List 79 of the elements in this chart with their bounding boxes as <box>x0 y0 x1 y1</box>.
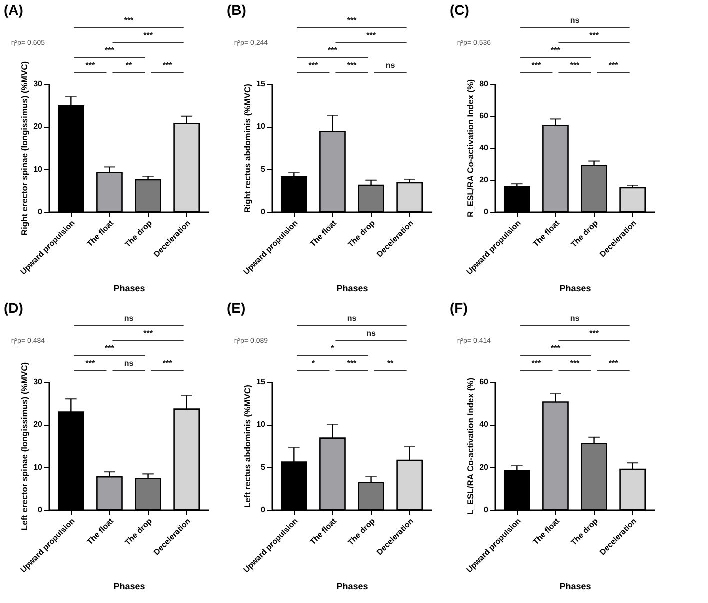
y-axis-title: Right erector spinae (longissimus) (%MVC) <box>20 61 30 236</box>
text: *** <box>551 344 562 353</box>
y-tick-label: 10 <box>34 164 44 174</box>
y-tick-label: 20 <box>480 176 490 184</box>
text: *** <box>347 359 358 368</box>
text: *** <box>144 31 154 40</box>
y-axis-title: Left rectus abdominis (%MVC) <box>242 384 253 508</box>
text: *** <box>551 46 562 55</box>
text: *** <box>347 16 358 25</box>
text: ** <box>126 61 133 70</box>
chart-title: (F) <box>450 300 468 316</box>
chart-title: (B) <box>227 2 246 18</box>
text: ns <box>570 16 580 25</box>
y-tick-label: 0 <box>261 506 266 514</box>
x-axis-title: Phases <box>560 582 592 592</box>
y-tick-label: 20 <box>34 420 44 430</box>
y-tick-label: 60 <box>480 112 490 120</box>
chart-title: (A) <box>4 2 24 18</box>
text: *** <box>608 61 620 70</box>
text: ns <box>124 359 134 368</box>
x-axis-title: Phases <box>560 284 592 294</box>
text: *** <box>124 16 135 25</box>
text: *** <box>590 329 600 338</box>
text: * <box>331 344 336 353</box>
text: *** <box>144 329 154 338</box>
text: *** <box>162 61 174 70</box>
text: *** <box>86 359 96 368</box>
y-tick-label: 80 <box>480 80 490 88</box>
y-tick-label: 10 <box>34 462 44 472</box>
y-tick-label: 30 <box>34 378 44 386</box>
chart-title: (D) <box>4 300 24 316</box>
text: *** <box>105 46 116 55</box>
y-tick-label: 20 <box>480 462 490 472</box>
text: *** <box>366 31 377 40</box>
text: ns <box>347 314 358 323</box>
y-tick-label: 10 <box>256 420 266 430</box>
y-tick-label: 40 <box>480 144 490 152</box>
y-tick-label: 0 <box>38 208 44 216</box>
x-axis-title: Phases <box>336 284 368 294</box>
y-axis-title: Left erector spinae (longissimus) (%MVC) <box>20 362 30 531</box>
text: *** <box>608 359 620 368</box>
y-tick-label: 0 <box>38 506 44 514</box>
y-tick-label: 0 <box>261 208 266 216</box>
text: ns <box>386 61 396 70</box>
y-axis-title: R_ESL/RA Co-activation Index (%) <box>466 79 476 218</box>
y-tick-label: 30 <box>34 80 44 88</box>
y-tick-label: 5 <box>261 462 266 472</box>
text: * <box>312 359 316 368</box>
y-tick-label: 15 <box>256 80 266 88</box>
y-tick-label: 0 <box>484 506 490 514</box>
text: ** <box>387 359 395 368</box>
text: *** <box>590 31 600 40</box>
x-axis-title: Phases <box>336 582 368 592</box>
y-axis-title: L_ESL/RA Co-activation Index (%) <box>466 378 476 516</box>
chart-title: (C) <box>450 2 470 18</box>
text: ns <box>124 314 134 323</box>
y-tick-label: 40 <box>480 420 490 430</box>
text: ns <box>570 314 580 323</box>
y-tick-label: 0 <box>484 208 490 216</box>
y-tick-label: 20 <box>34 122 44 132</box>
chart-title: (E) <box>227 300 246 316</box>
text: *** <box>532 61 542 70</box>
text: *** <box>532 359 542 368</box>
y-tick-label: 10 <box>256 122 266 132</box>
text: *** <box>308 61 319 70</box>
text: *** <box>86 61 96 70</box>
y-axis-title: Right rectus abdominis (%MVC) <box>242 84 253 213</box>
x-axis-title: Phases <box>114 284 146 294</box>
x-axis-title: Phases <box>114 582 146 592</box>
text: *** <box>105 344 116 353</box>
text: *** <box>570 61 581 70</box>
text: *** <box>570 359 581 368</box>
text: *** <box>328 46 338 55</box>
y-tick-label: 5 <box>261 164 266 174</box>
y-tick-label: 60 <box>480 378 490 386</box>
text: *** <box>162 359 174 368</box>
text: *** <box>347 61 358 70</box>
text: ns <box>366 329 376 338</box>
y-tick-label: 15 <box>256 378 266 386</box>
